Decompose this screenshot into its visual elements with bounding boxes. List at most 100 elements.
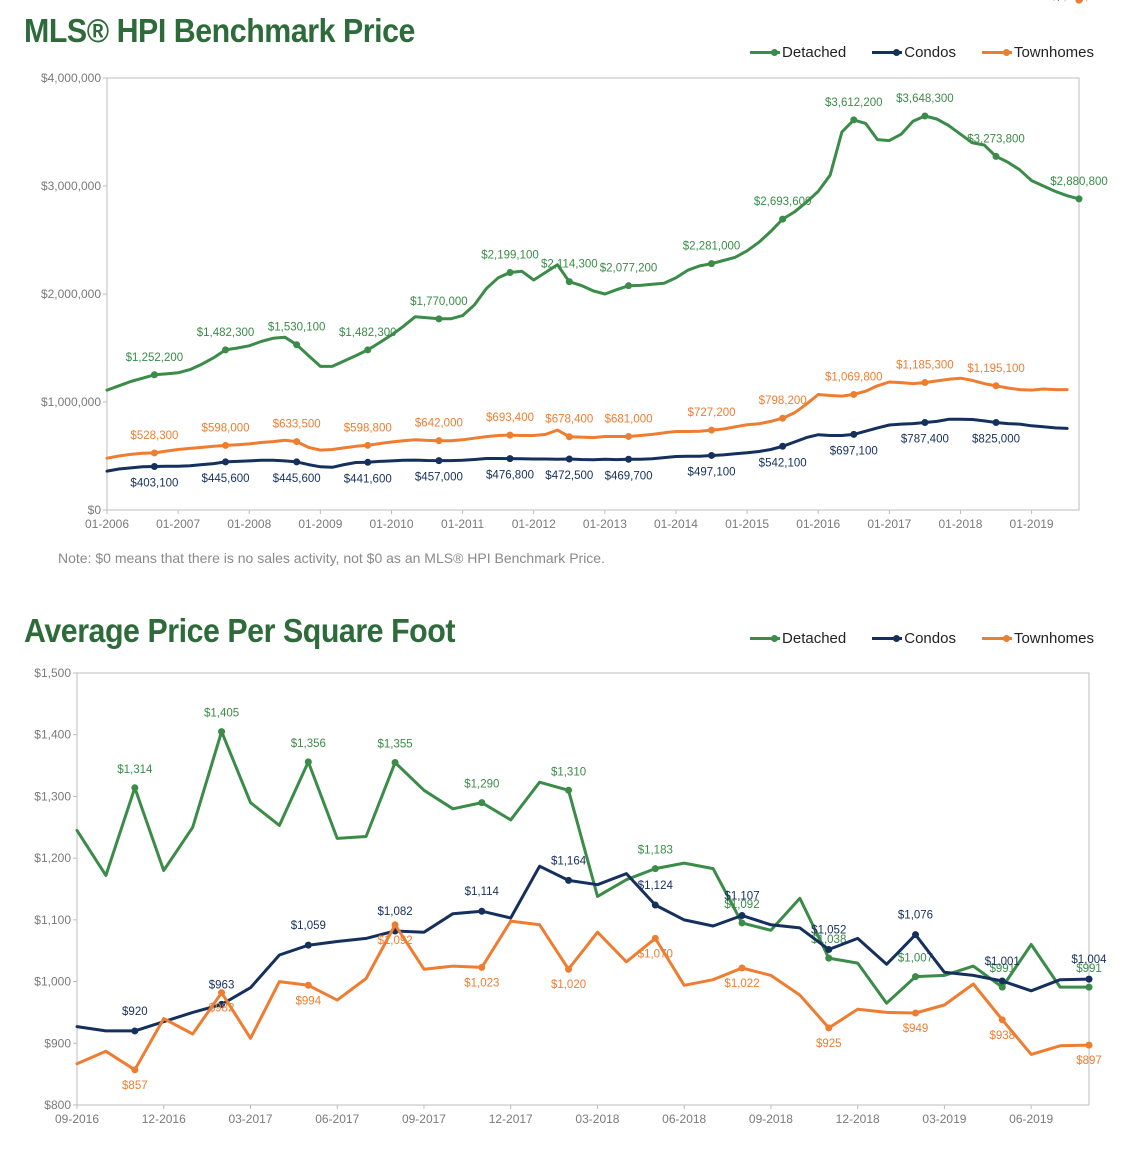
data-point-townhomes: [293, 438, 301, 446]
data-point-detached: [651, 865, 659, 873]
x-tick-label: 12-2018: [836, 1112, 880, 1126]
legend-label-detached: Detached: [782, 44, 847, 61]
series-detached: $1,314 $1,405 $1,356 $1,355 $1,290 $1,310 $1,1…: [75, 708, 1102, 1005]
price-per-sqft-title: Average Price Per Square Foot: [24, 612, 455, 649]
data-point-condos: [992, 419, 1000, 427]
data-point-townhomes: [998, 1016, 1006, 1024]
data-point-detached: [850, 116, 858, 124]
data-label-townhomes: $1,185,300: [896, 360, 954, 372]
legend-item-detached: Detached: [750, 630, 846, 647]
x-tick-label: 01-2009: [298, 517, 342, 531]
data-label-townhomes: $1,069,800: [825, 371, 883, 383]
x-tick-label: 12-2017: [489, 1112, 533, 1126]
data-point-townhomes: [222, 441, 230, 449]
data-point-condos: [478, 907, 486, 915]
data-label-townhomes: $1,020: [551, 979, 586, 991]
data-point-detached: [565, 786, 573, 794]
data-label-condos: $1,004: [1071, 954, 1107, 966]
data-label-condos: $1,164: [551, 855, 587, 867]
data-point-townhomes: [1085, 1041, 1093, 1049]
data-point-detached: [998, 983, 1006, 991]
y-tick-label: $1,000,000: [41, 395, 101, 409]
data-label-condos: $403,100: [130, 477, 178, 489]
data-label-detached: $2,281,000: [683, 241, 741, 253]
legend-swatch-detached: [750, 49, 781, 56]
data-point-condos: [850, 430, 858, 438]
legend-swatch-condos: [872, 49, 903, 56]
data-label-detached: $1,183: [638, 845, 673, 857]
data-point-townhomes: [992, 382, 1000, 390]
data-label-detached: $3,612,200: [825, 97, 883, 109]
data-label-detached: $2,077,200: [600, 263, 658, 275]
x-tick-label: 09-2018: [749, 1112, 793, 1126]
data-label-townhomes: $857: [122, 1080, 148, 1092]
data-label-detached: $1,290: [464, 779, 499, 791]
data-label-townhomes: $925: [816, 1038, 842, 1050]
data-label-townhomes: $598,000: [202, 422, 250, 434]
data-point-townhomes: [478, 963, 486, 971]
data-label-condos: $542,100: [759, 457, 807, 469]
legend-item-condos: Condos: [872, 630, 956, 647]
data-point-condos: [304, 941, 312, 949]
data-label-detached: $1,770,000: [410, 296, 468, 308]
series-line-detached: [105, 114, 1081, 392]
data-point-townhomes: [779, 414, 787, 422]
data-point-detached: [779, 215, 787, 223]
data-point-detached: [506, 268, 514, 276]
data-label-townhomes: $642,000: [415, 418, 463, 430]
data-label-townhomes: $798,200: [759, 395, 807, 407]
data-label-condos: $920: [122, 1006, 148, 1018]
series-detached: $1,252,200 $1,482,300 $1,530,100 $1,482,300…: [105, 93, 1108, 392]
data-point-condos: [293, 458, 301, 466]
data-label-condos: $472,500: [545, 470, 593, 482]
data-point-condos: [1085, 975, 1093, 983]
data-point-detached: [825, 954, 833, 962]
data-point-townhomes: [150, 449, 158, 457]
data-point-condos: [222, 458, 230, 466]
legend-label-condos: Condos: [904, 630, 956, 647]
data-point-condos: [912, 931, 920, 939]
data-label-townhomes: $1,070: [638, 948, 673, 960]
x-tick-label: 01-2014: [654, 517, 698, 531]
data-label-detached: $1,530,100: [268, 322, 326, 334]
x-tick-label: 01-2017: [867, 517, 911, 531]
x-tick-label: 09-2017: [402, 1112, 446, 1126]
series-line-condos: [105, 417, 1069, 473]
data-point-townhomes: [565, 433, 573, 441]
data-label-townhomes: $982: [209, 1003, 235, 1015]
data-label-condos: $963: [209, 979, 235, 991]
data-point-detached: [435, 315, 443, 323]
data-label-detached: $1,482,300: [197, 327, 255, 339]
y-tick-label: $0: [88, 503, 102, 517]
data-point-detached: [391, 758, 399, 766]
x-tick-label: 01-2018: [938, 517, 982, 531]
benchmark-price-chart: $0 $1,000,000 $2,000,000 $3,000,000 $4,000,0…: [41, 0, 1108, 531]
x-tick-label: 03-2019: [922, 1112, 966, 1126]
price-per-sqft-chart: $800 $900 $1,000 $1,100 $1,200 $1,300 $1,400 $1…: [34, 666, 1107, 1126]
data-label-condos: $1,001: [985, 956, 1020, 968]
data-point-detached: [1075, 195, 1083, 203]
data-label-townhomes: $949: [903, 1023, 929, 1035]
data-label-townhomes: $994: [296, 995, 322, 1007]
data-label-detached: $1,405: [204, 708, 239, 720]
data-point-detached: [364, 346, 372, 354]
data-point-detached: [218, 728, 226, 736]
data-point-detached: [738, 919, 746, 927]
legend-swatch-townhomes: [981, 635, 1012, 642]
data-point-townhomes: [921, 379, 929, 387]
data-point-condos: [565, 876, 573, 884]
data-label-condos: $697,100: [830, 445, 878, 457]
data-label-detached: $1,310: [551, 766, 586, 778]
x-tick-label: 03-2017: [228, 1112, 272, 1126]
data-label-townhomes: $633,500: [273, 419, 321, 431]
price-per-sqft-legend: Detached Condos Townhomes: [750, 630, 1094, 647]
data-point-townhomes: [850, 390, 858, 398]
legend-label-detached: Detached: [782, 630, 847, 647]
y-tick-label: $1,400: [34, 728, 71, 742]
data-point-townhomes: [304, 981, 312, 989]
data-label-condos: $476,800: [486, 470, 534, 482]
legend-label-townhomes: Townhomes: [1013, 44, 1094, 61]
data-point-condos: [435, 457, 443, 465]
legend-item-townhomes: Townhomes: [981, 630, 1094, 647]
series-condos: $403,100 $445,600 $445,600 $441,600 $457,000…: [105, 0, 1103, 489]
